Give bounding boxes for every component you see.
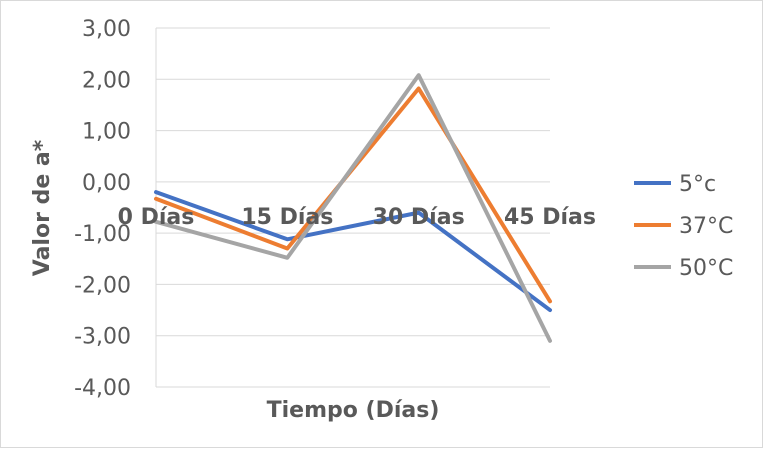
y-tick-label: 2,00 <box>82 68 131 93</box>
x-axis-title: Tiempo (Días) <box>267 398 440 423</box>
x-category-label: 30 Días <box>373 205 465 230</box>
y-tick-label: -4,00 <box>74 376 131 401</box>
x-category-label: 15 Días <box>241 205 333 230</box>
y-tick-label: -3,00 <box>74 325 131 350</box>
x-category-label: 45 Días <box>504 205 596 230</box>
series-line <box>156 89 550 302</box>
legend-label: 50°C <box>679 256 733 281</box>
x-category-label: 0 Días <box>118 205 195 230</box>
series-line <box>156 192 550 310</box>
y-tick-label: 1,00 <box>82 120 131 145</box>
legend-label: 37°C <box>679 214 733 239</box>
y-axis-title: Valor de a* <box>30 139 55 276</box>
legend: 5°c 37°C 50°C <box>634 172 733 281</box>
series-lines <box>156 75 550 341</box>
legend-label: 5°c <box>679 172 716 197</box>
y-tick-label: 3,00 <box>82 17 131 42</box>
y-tick-label: -2,00 <box>74 273 131 298</box>
y-tick-label: 0,00 <box>82 171 131 196</box>
